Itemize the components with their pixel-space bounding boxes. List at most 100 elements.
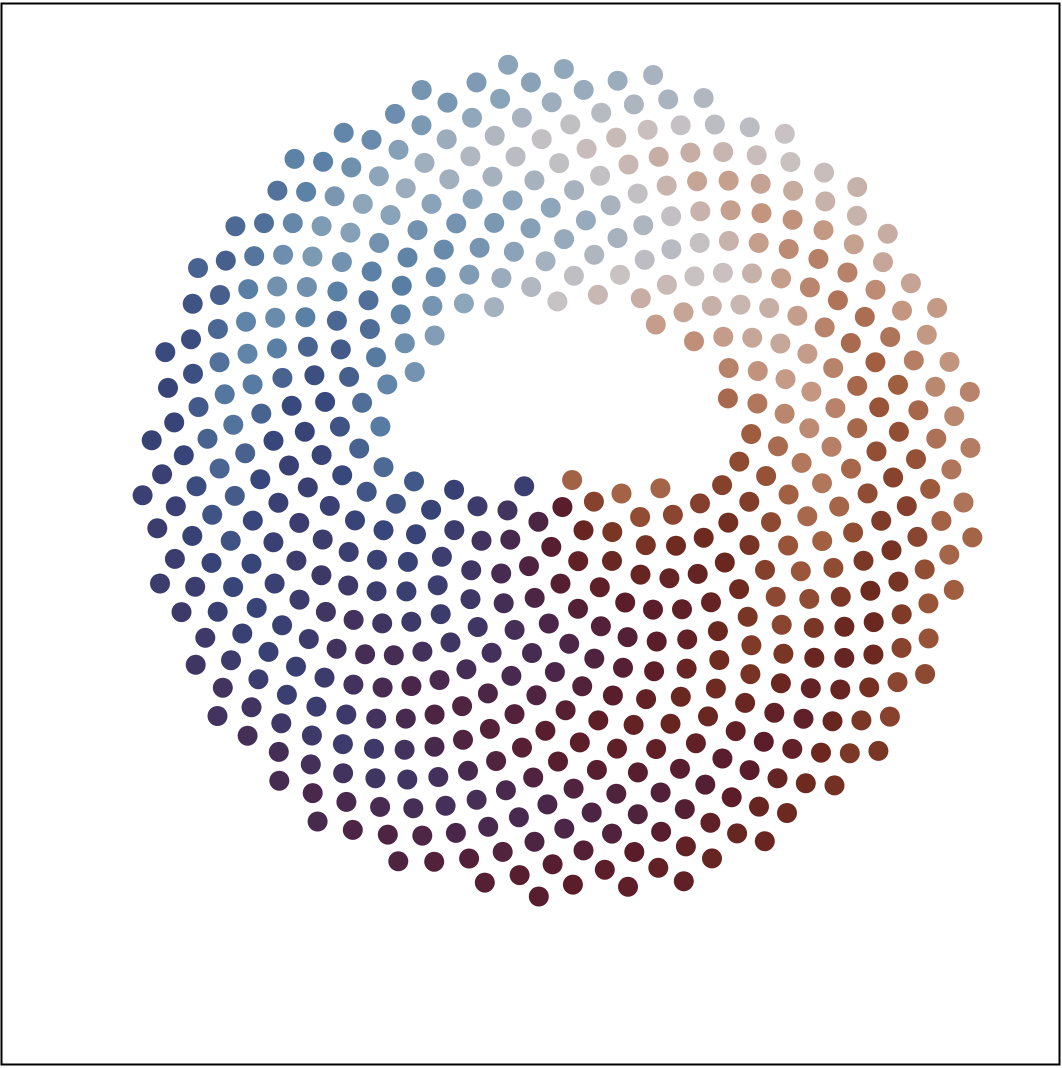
scatter-point xyxy=(459,264,480,285)
scatter-point xyxy=(223,577,244,597)
scatter-point xyxy=(181,329,201,350)
scatter-point xyxy=(562,874,583,895)
scatter-point xyxy=(366,581,387,602)
scatter-point xyxy=(718,230,739,251)
scatter-point xyxy=(916,324,937,345)
scatter-point xyxy=(197,428,218,449)
scatter-point xyxy=(361,261,382,282)
scatter-point xyxy=(741,635,762,656)
scatter-point xyxy=(707,621,728,642)
scatter-point xyxy=(866,441,887,462)
scatter-point xyxy=(319,495,340,516)
scatter-point xyxy=(742,263,762,284)
scatter-point xyxy=(633,215,654,236)
scatter-point xyxy=(349,438,370,459)
scatter-point xyxy=(927,297,948,318)
scatter-point xyxy=(453,293,474,314)
scatter-point xyxy=(435,795,456,816)
scatter-point xyxy=(839,743,860,764)
scatter-point xyxy=(444,520,465,541)
scatter-point xyxy=(265,307,286,328)
scatter-point xyxy=(433,239,454,260)
scatter-point xyxy=(859,677,880,698)
scatter-point xyxy=(182,293,203,314)
scatter-point xyxy=(364,738,384,759)
scatter-point xyxy=(300,754,321,775)
scatter-point xyxy=(888,571,909,592)
scatter-point xyxy=(267,180,288,201)
scatter-point xyxy=(888,421,909,442)
scatter-point xyxy=(812,473,832,494)
scatter-point xyxy=(787,305,808,326)
scatter-point xyxy=(834,647,855,668)
scatter-point xyxy=(202,504,223,525)
scatter-point xyxy=(846,205,867,226)
scatter-point xyxy=(918,628,939,649)
scatter-point xyxy=(770,673,791,694)
scatter-point xyxy=(214,384,235,405)
scatter-point xyxy=(648,857,669,878)
scatter-point xyxy=(830,586,851,607)
scatter-point xyxy=(670,115,691,136)
scatter-point xyxy=(445,822,466,843)
scatter-point xyxy=(693,527,714,548)
scatter-point xyxy=(739,117,760,138)
scatter-point xyxy=(264,573,285,594)
scatter-point xyxy=(304,365,325,386)
scatter-point xyxy=(797,343,818,364)
scatter-point xyxy=(412,641,433,662)
scatter-point xyxy=(311,565,332,586)
scatter-point xyxy=(666,535,686,556)
scatter-point xyxy=(883,467,904,488)
scatter-point xyxy=(727,823,748,844)
scatter-point xyxy=(749,796,769,817)
scatter-point xyxy=(331,252,352,272)
scatter-point xyxy=(521,277,542,297)
scatter-point xyxy=(783,180,804,201)
scatter-point xyxy=(606,127,627,148)
scatter-point xyxy=(748,232,769,253)
scatter-point xyxy=(188,397,209,417)
scatter-point xyxy=(573,520,594,541)
scatter-point xyxy=(359,319,380,339)
scatter-point xyxy=(800,678,821,699)
scatter-point xyxy=(702,848,722,869)
scatter-point xyxy=(881,540,902,561)
scatter-point xyxy=(301,725,322,746)
scatter-point xyxy=(424,325,445,346)
scatter-point xyxy=(768,436,788,457)
scatter-point xyxy=(263,430,284,451)
scatter-point xyxy=(324,186,345,207)
scatter-point xyxy=(857,483,878,504)
scatter-point xyxy=(446,213,467,234)
scatter-point xyxy=(388,139,409,160)
scatter-point xyxy=(660,713,681,734)
scatter-point xyxy=(547,291,568,312)
scatter-point xyxy=(680,142,701,163)
scatter-point xyxy=(471,530,492,551)
scatter-point xyxy=(356,481,377,502)
scatter-point xyxy=(209,458,230,479)
scatter-point xyxy=(939,544,960,565)
scatter-point xyxy=(751,203,772,224)
scatter-point xyxy=(644,661,665,682)
scatter-point xyxy=(830,679,851,700)
scatter-point xyxy=(552,497,573,517)
scatter-point xyxy=(498,54,519,75)
scatter-point xyxy=(284,148,305,169)
scatter-point xyxy=(926,428,947,449)
scatter-point xyxy=(713,142,734,162)
scatter-point xyxy=(147,518,168,539)
scatter-point xyxy=(673,871,694,892)
scatter-point xyxy=(462,107,482,128)
scatter-point xyxy=(602,550,622,571)
scatter-point xyxy=(250,469,271,490)
scatter-point xyxy=(404,471,424,492)
scatter-point xyxy=(718,170,739,191)
scatter-point xyxy=(689,232,710,253)
scatter-point xyxy=(343,609,364,630)
scatter-point xyxy=(394,333,415,354)
scatter-point xyxy=(141,430,162,451)
scatter-point xyxy=(460,589,481,610)
scatter-point xyxy=(495,780,516,801)
